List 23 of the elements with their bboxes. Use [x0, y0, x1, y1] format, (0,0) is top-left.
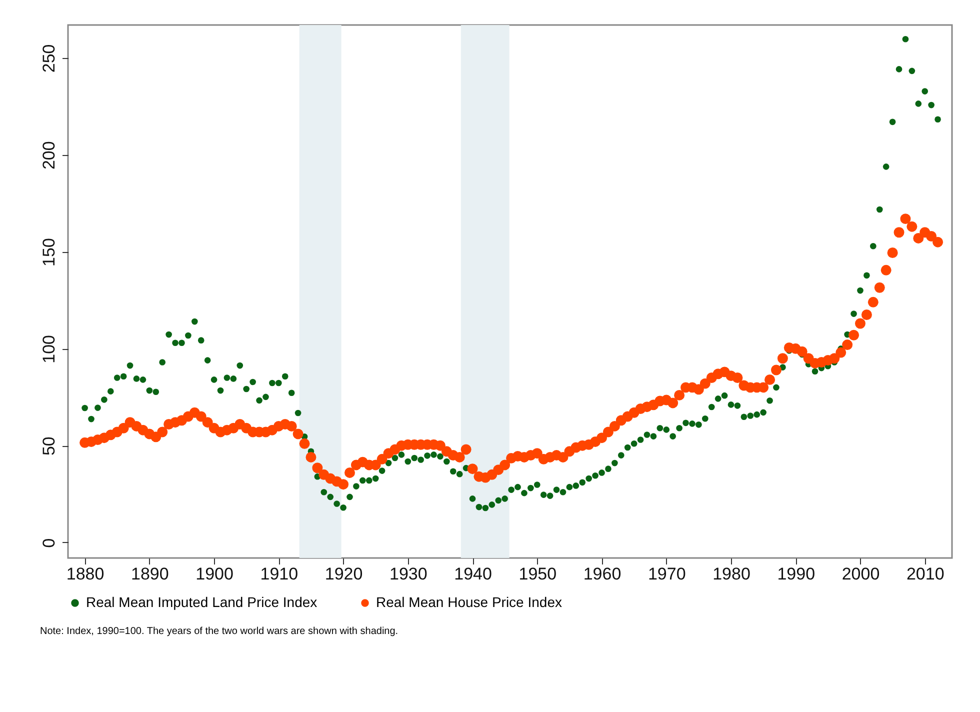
x-tick-label: 1960 — [583, 564, 622, 584]
x-tick-label: 1900 — [196, 564, 234, 584]
y-tick-label: 0 — [40, 538, 58, 548]
y-tick-label: 50 — [40, 436, 58, 456]
x-tick-label: 2010 — [906, 564, 944, 584]
x-tick-label: 1880 — [66, 564, 104, 584]
y-tick-label: 200 — [40, 141, 58, 170]
x-tick-label: 1950 — [518, 564, 557, 584]
x-tick-label: 1910 — [260, 564, 298, 584]
x-tick-label: 1940 — [454, 564, 492, 584]
x-tick-label: 1890 — [131, 564, 169, 584]
legend-label: Real Mean Imputed Land Price Index — [86, 594, 318, 610]
legend-label: Real Mean House Price Index — [376, 594, 562, 610]
x-tick-label: 1990 — [777, 564, 816, 584]
x-tick-label: 1920 — [324, 564, 363, 584]
text: Note: Index, 1990=100. The years of the two world wars are shown with shading. — [40, 626, 398, 637]
x-tick-label: 2000 — [842, 564, 880, 584]
x-tick-label: 1980 — [712, 564, 750, 584]
y-tick-label: 250 — [40, 44, 58, 73]
y-tick-label: 100 — [40, 334, 58, 364]
x-tick-label: 1930 — [389, 564, 428, 584]
y-tick-label: 150 — [40, 238, 58, 266]
x-tick-label: 1970 — [648, 564, 686, 584]
